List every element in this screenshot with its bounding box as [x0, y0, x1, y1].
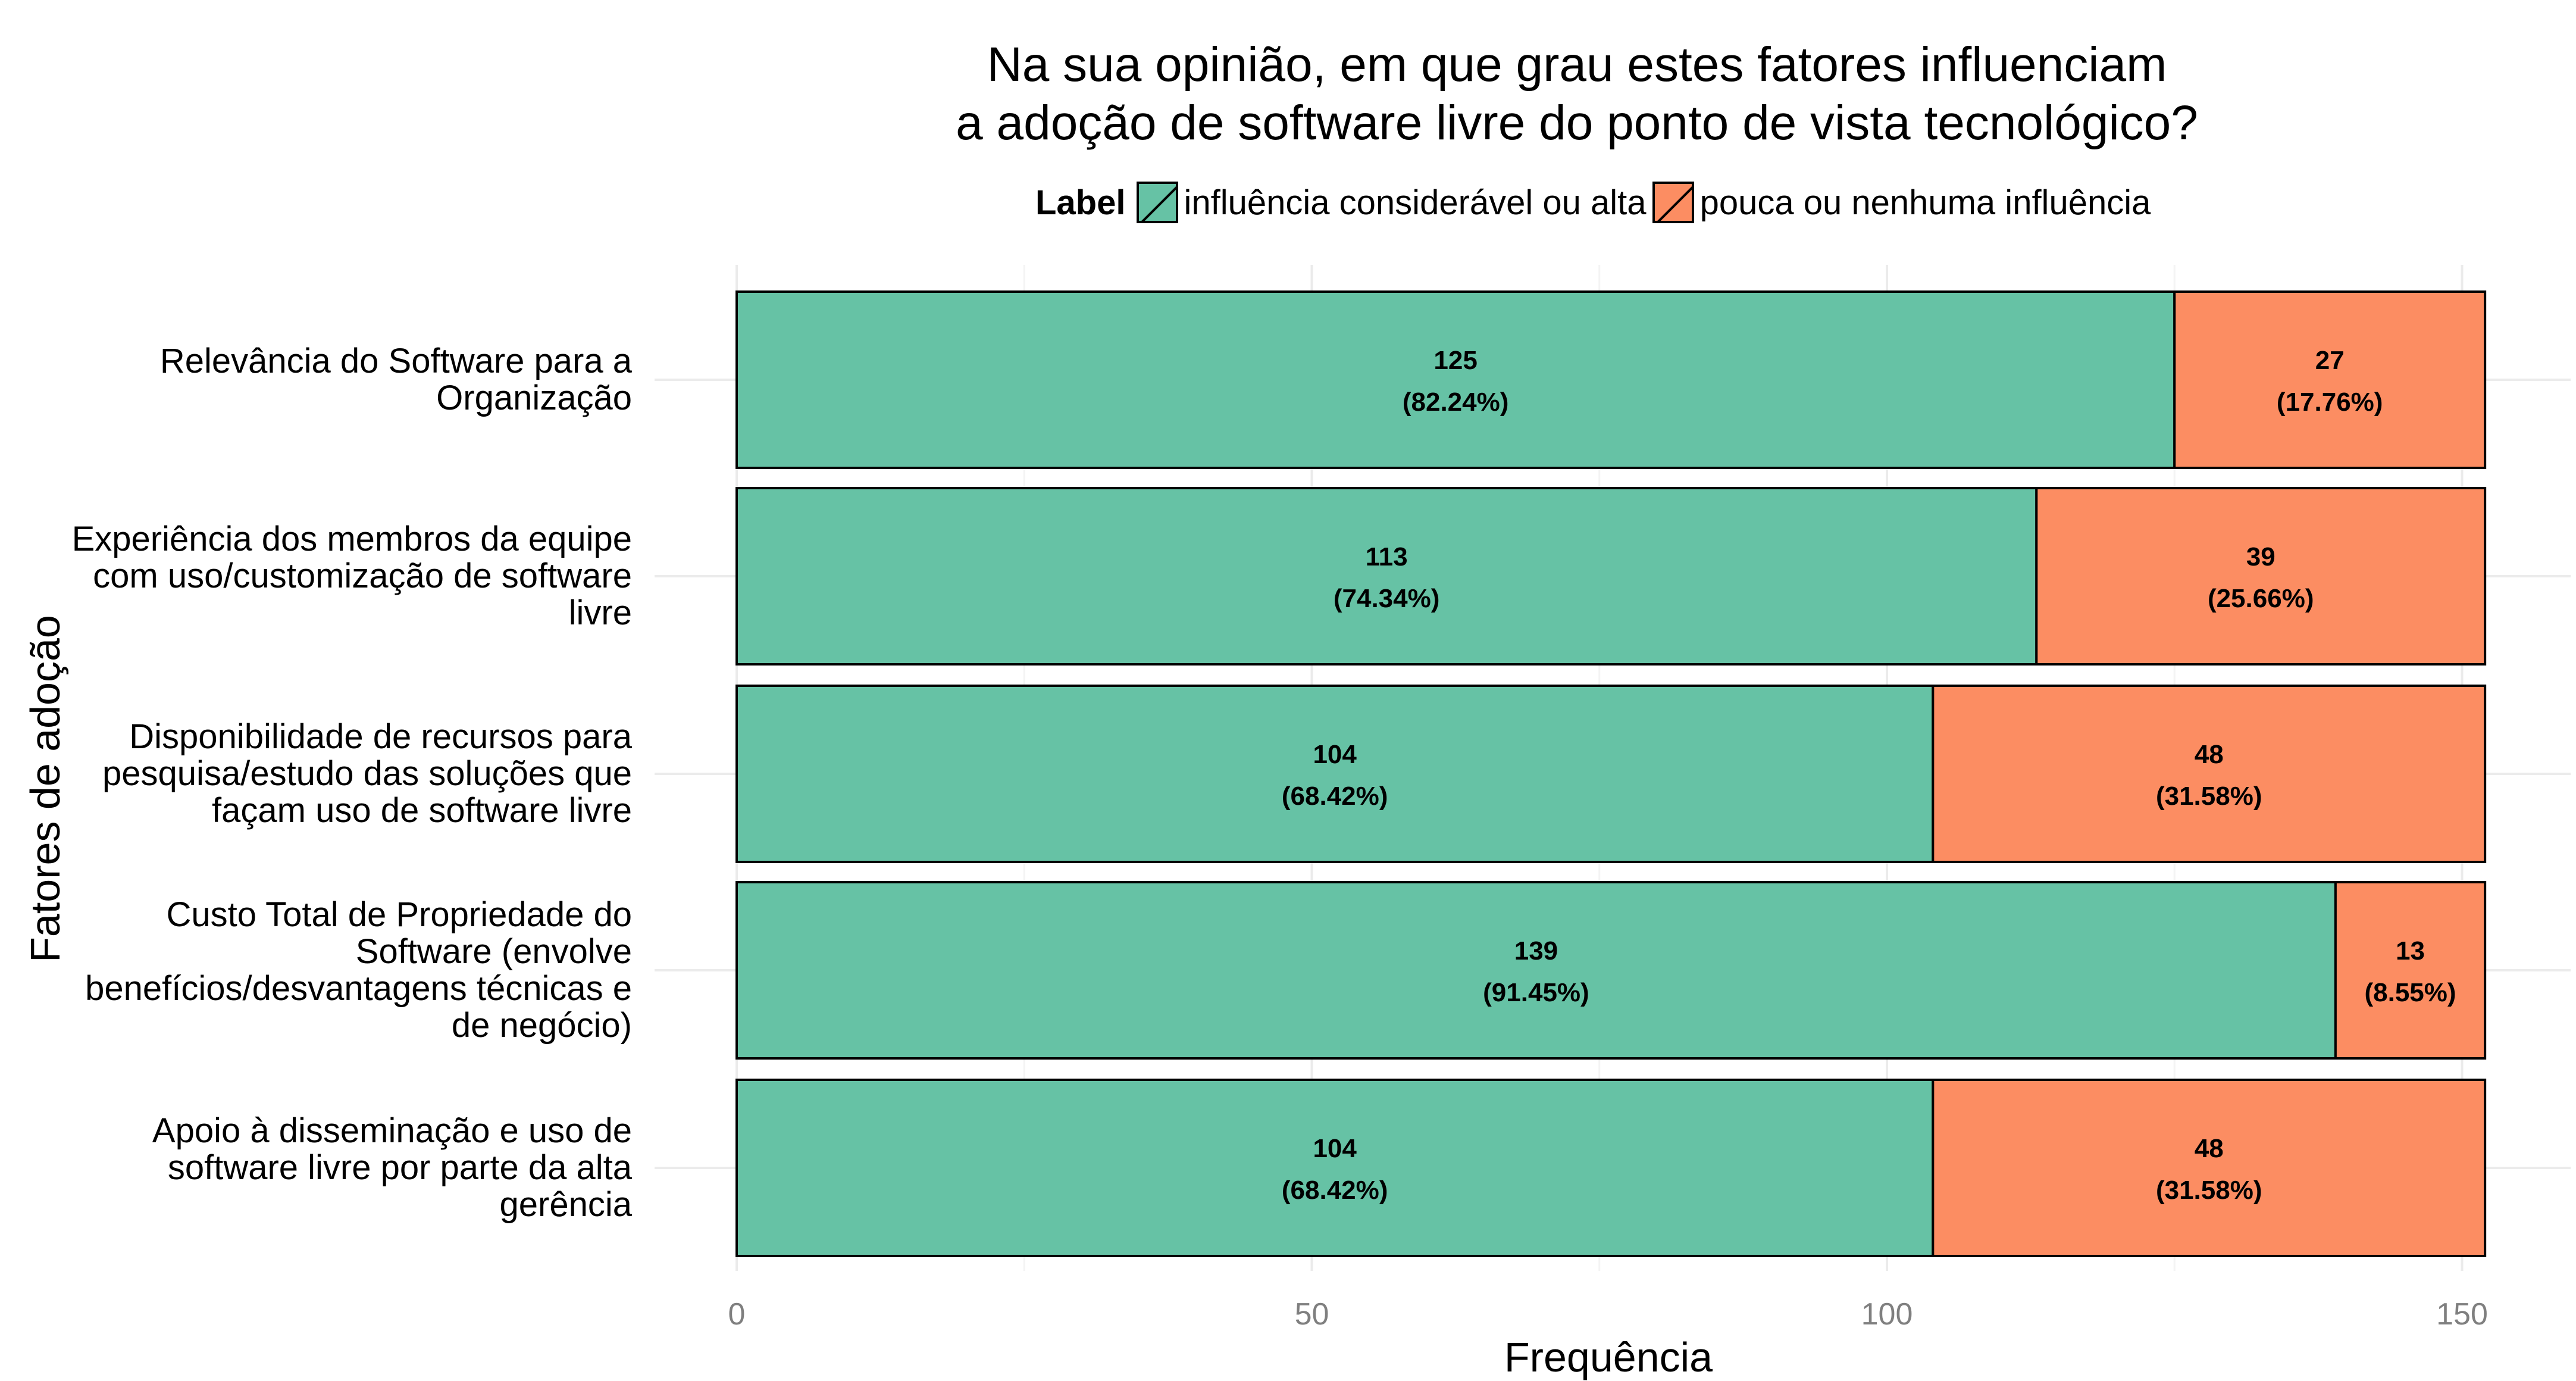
bar-influencia-alta: [735, 487, 2038, 665]
bar-percent-label: (17.76%): [2277, 388, 2383, 417]
bar-percent-label: (31.58%): [2156, 1176, 2262, 1205]
y-tick-label-line: Relevância do Software para a: [159, 342, 632, 380]
bar-percent-label: (68.42%): [1282, 1176, 1388, 1205]
bar-percent-label: (82.24%): [1403, 388, 1509, 417]
y-tick-label-line: Software (envolve: [355, 932, 632, 971]
x-tick-label: 100: [1861, 1297, 1913, 1332]
bar-influencia-alta: [735, 685, 1935, 863]
bar-percent-label: (31.58%): [2156, 782, 2262, 811]
y-tick-label-line: façam uso de software livre: [212, 791, 632, 830]
bar-count-label: 104: [1313, 740, 1357, 769]
bar-count-label: 27: [2315, 346, 2345, 375]
bar-count-label: 125: [1433, 346, 1477, 375]
bar-count-label: 113: [1366, 542, 1408, 571]
bar-pouca-influencia: [2334, 881, 2487, 1060]
bar-pouca-influencia: [2035, 487, 2487, 665]
bar-pouca-influencia: [2173, 290, 2487, 469]
y-tick-label: Apoio à disseminação e uso de software li…: [37, 1113, 632, 1223]
bar-influencia-alta: [735, 1079, 1935, 1257]
x-tick-label: 0: [728, 1297, 746, 1332]
chart-title: Na sua opinião, em que grau estes fatore…: [922, 36, 2231, 152]
y-tick-label-line: software livre por parte da alta: [167, 1148, 632, 1187]
y-tick-label-line: Custo Total de Propriedade do: [166, 895, 632, 934]
bar-count-label: 13: [2396, 936, 2425, 966]
x-tick-label: 50: [1295, 1297, 1329, 1332]
y-tick-label: Custo Total de Propriedade do Software (e…: [37, 896, 632, 1044]
y-tick-label: Disponibilidade de recursos para pesquisa…: [37, 718, 632, 829]
y-tick-label-line: Organização: [436, 379, 632, 417]
y-tick-label: Experiência dos membros da equipe com uso…: [37, 521, 632, 632]
legend-label-pouca-influencia: pouca ou nenhuma influência: [1699, 183, 2151, 222]
x-tick-label: 150: [2436, 1297, 2488, 1332]
chart-title-line-2: a adoção de software livre do ponto de v…: [956, 96, 2198, 150]
bar-percent-label: (91.45%): [1483, 978, 1589, 1007]
y-tick-label-line: benefícios/desvantagens técnicas e: [85, 969, 632, 1008]
bar-count-label: 104: [1313, 1134, 1357, 1163]
bar-percent-label: (8.55%): [2364, 978, 2456, 1007]
y-tick-label-line: gerência: [499, 1185, 632, 1224]
legend-key-influencia-alta: [1136, 182, 1178, 223]
bar-influencia-alta: [735, 290, 2176, 469]
y-tick-label-line: Disponibilidade de recursos para: [129, 717, 632, 756]
bar-percent-label: (25.66%): [2208, 584, 2314, 613]
bar-percent-label: (68.42%): [1282, 782, 1388, 811]
y-tick-label-line: Apoio à disseminação e uso de: [152, 1111, 632, 1150]
bar-count-label: 48: [2195, 740, 2224, 769]
legend-label-influencia-alta: influência considerável ou alta: [1184, 183, 1647, 222]
y-tick-label-line: com uso/customização de software: [93, 557, 632, 595]
legend-title: Label: [1035, 183, 1126, 222]
bar-influencia-alta: [735, 881, 2337, 1060]
y-tick-label-line: livre: [568, 593, 632, 632]
legend-key-pouca-influencia: [1652, 182, 1694, 223]
legend: Label influência considerável ou alta po…: [1035, 179, 2156, 226]
bar-pouca-influencia: [1932, 1079, 2487, 1257]
bar-count-label: 39: [2246, 542, 2275, 571]
bar-pouca-influencia: [1932, 685, 2487, 863]
y-tick-label-line: pesquisa/estudo das soluções que: [102, 754, 632, 793]
chart-title-line-1: Na sua opinião, em que grau estes fatore…: [987, 38, 2167, 92]
x-axis-title: Frequência: [1504, 1334, 1713, 1380]
bar-percent-label: (74.34%): [1334, 584, 1440, 613]
y-tick-label-line: de negócio): [451, 1006, 632, 1045]
y-tick-label: Relevância do Software para a Organização: [37, 343, 632, 417]
bar-count-label: 48: [2195, 1134, 2224, 1163]
y-tick-label-line: Experiência dos membros da equipe: [71, 520, 632, 558]
bar-count-label: 139: [1514, 936, 1558, 966]
